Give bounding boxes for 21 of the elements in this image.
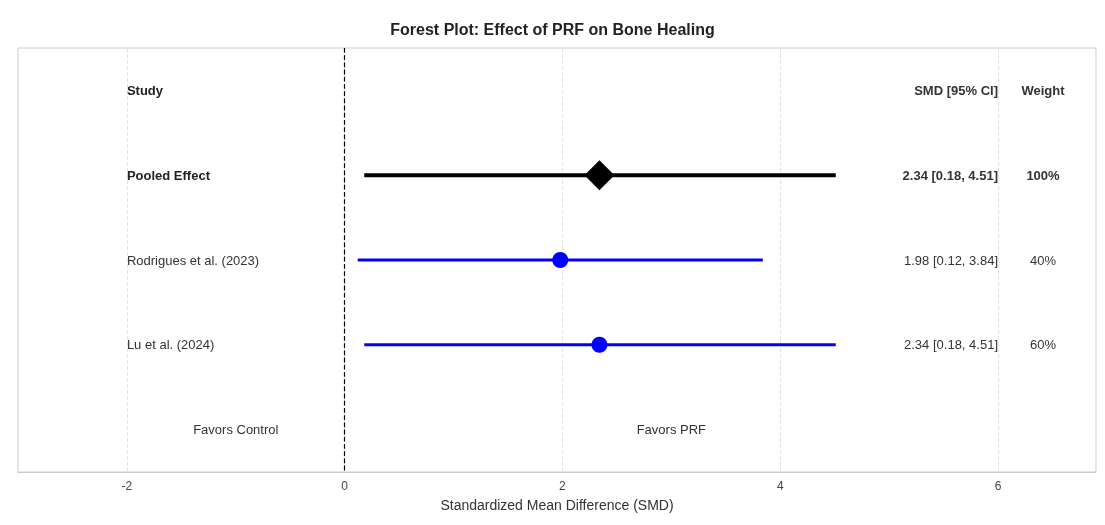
- annotation: 60%: [1029, 337, 1057, 353]
- x-tick-label: 4: [776, 479, 784, 493]
- x-tick-label: 6: [994, 479, 1002, 493]
- annotation: 2.34 [0.18, 4.51]: [904, 337, 998, 353]
- annotation: Weight: [1021, 82, 1066, 98]
- annotation: 1.98 [0.12, 3.84]: [904, 252, 998, 268]
- y-tick-label: Rodrigues et al. (2023): [126, 252, 260, 268]
- x-tick-label: 0: [341, 479, 349, 493]
- annotation: SMD [95% CI]: [914, 82, 998, 98]
- y-tick-label: Study: [126, 82, 164, 98]
- y-tick-label: Pooled Effect: [126, 167, 211, 183]
- chart-title: Forest Plot: Effect of PRF on Bone Healing: [390, 20, 715, 38]
- annotation: 2.34 [0.18, 4.51]: [902, 167, 998, 183]
- x-tick-label: -2: [121, 479, 133, 493]
- annotation: 100%: [1026, 167, 1061, 183]
- x-axis-title: Standardized Mean Difference (SMD): [440, 497, 674, 513]
- annotation: Favors Control: [193, 422, 279, 438]
- x-tick-label: 2: [559, 479, 567, 493]
- annotation: Favors PRF: [636, 422, 707, 438]
- y-tick-label: Lu et al. (2024): [126, 337, 215, 353]
- annotation: 40%: [1029, 252, 1057, 268]
